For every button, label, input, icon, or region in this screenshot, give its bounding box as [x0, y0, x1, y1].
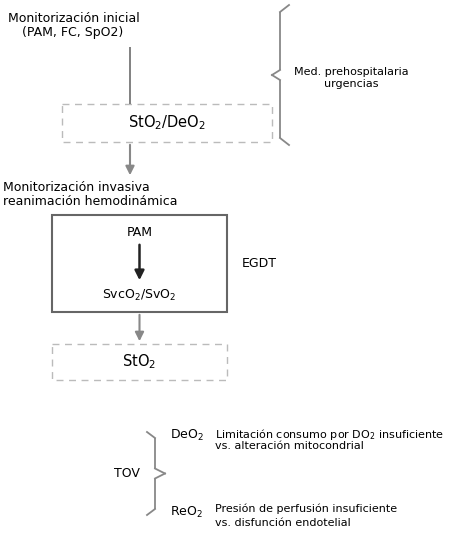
Bar: [62, 104, 272, 142]
Bar: [52, 215, 227, 312]
Text: TOV: TOV: [114, 467, 140, 480]
Text: vs. disfunción endotelial: vs. disfunción endotelial: [215, 518, 351, 528]
Text: vs. alteración mitocondrial: vs. alteración mitocondrial: [215, 441, 364, 451]
Text: DeO$_2$: DeO$_2$: [170, 427, 204, 442]
Text: Limitación consumo por DO$_2$ insuficiente: Limitación consumo por DO$_2$ insuficien…: [215, 427, 444, 442]
Text: reanimación hemodinámica: reanimación hemodinámica: [3, 195, 177, 208]
Bar: [52, 344, 227, 380]
Text: StO$_2$: StO$_2$: [122, 352, 156, 371]
Text: StO$_2$/DeO$_2$: StO$_2$/DeO$_2$: [128, 114, 206, 132]
Text: (PAM, FC, SpO2): (PAM, FC, SpO2): [22, 26, 123, 39]
Text: PAM: PAM: [127, 225, 153, 239]
Text: Monitorización invasiva: Monitorización invasiva: [3, 181, 150, 194]
Text: Monitorización inicial: Monitorización inicial: [8, 12, 140, 25]
Text: SvcO$_2$/SvO$_2$: SvcO$_2$/SvO$_2$: [102, 287, 177, 302]
Text: EGDT: EGDT: [242, 257, 277, 270]
Text: Med. prehospitalaria
urgencias: Med. prehospitalaria urgencias: [294, 67, 409, 89]
Text: Presión de perfusión insuficiente: Presión de perfusión insuficiente: [215, 504, 397, 514]
Text: ReO$_2$: ReO$_2$: [170, 504, 203, 519]
